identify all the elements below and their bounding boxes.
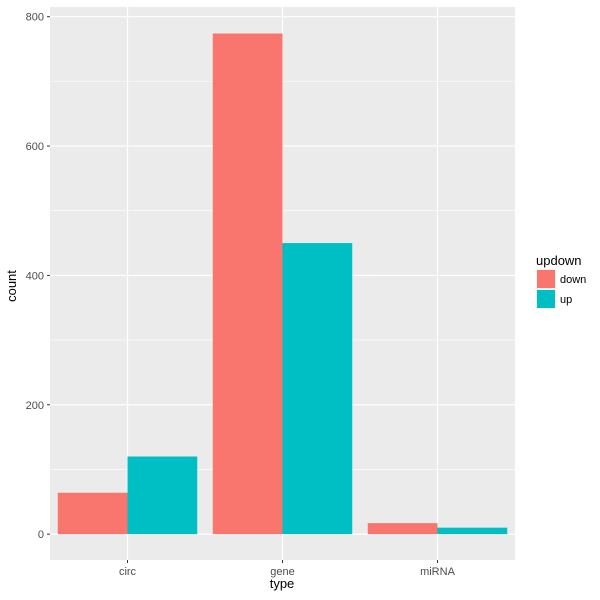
y-axis-title: count xyxy=(4,270,19,302)
bar-up-miRNA xyxy=(437,527,508,535)
legend-title: updown xyxy=(536,253,582,268)
y-tick-label: 200 xyxy=(26,400,44,412)
bars xyxy=(57,33,508,535)
x-axis-title: type xyxy=(270,576,295,591)
legend: updown down up xyxy=(536,253,586,309)
x-tick-label: miRNA xyxy=(420,566,455,578)
y-tick-label: 0 xyxy=(38,529,44,541)
y-tick-label: 400 xyxy=(26,270,44,282)
y-tick-label: 800 xyxy=(26,12,44,24)
x-tick-label: circ xyxy=(119,566,137,578)
bar-down-gene xyxy=(212,33,283,535)
legend-key-up xyxy=(537,290,555,308)
x-axis: circ gene miRNA xyxy=(119,560,456,578)
y-axis: 0 200 400 600 800 xyxy=(26,12,50,541)
legend-label-down: down xyxy=(560,274,586,286)
bar-down-miRNA xyxy=(367,523,438,535)
bar-up-gene xyxy=(282,243,353,535)
bar-down-circ xyxy=(57,492,128,535)
x-tick-label: gene xyxy=(270,566,294,578)
legend-key-down xyxy=(537,270,555,288)
y-tick-label: 600 xyxy=(26,141,44,153)
legend-label-up: up xyxy=(560,294,572,306)
bar-up-circ xyxy=(127,456,198,535)
